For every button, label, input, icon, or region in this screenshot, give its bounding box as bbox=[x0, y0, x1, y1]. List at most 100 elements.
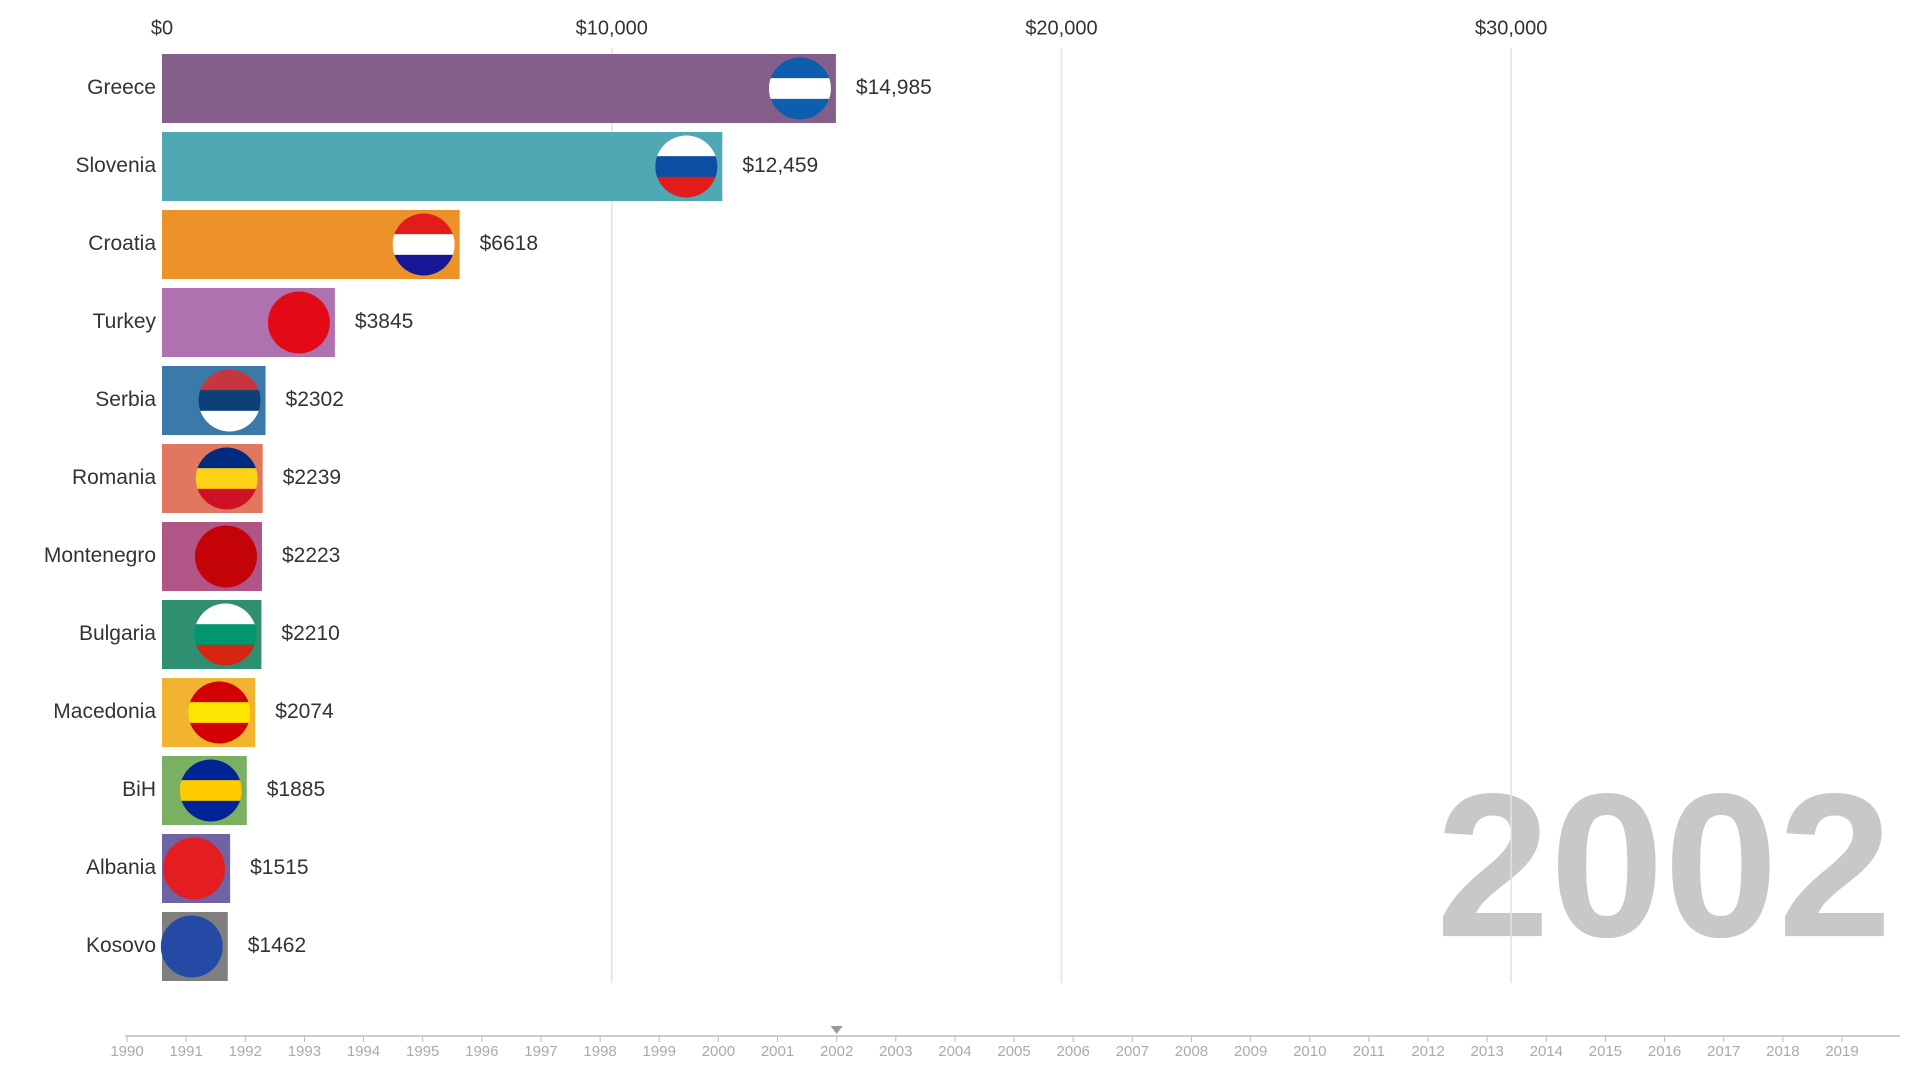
flag-stripe bbox=[655, 176, 718, 198]
y-tick-label: Romania bbox=[72, 466, 156, 489]
flag-stripe bbox=[768, 78, 831, 100]
y-tick-label: Macedonia bbox=[53, 700, 156, 723]
flag-stripe bbox=[194, 546, 257, 568]
flag-stripe bbox=[392, 234, 455, 256]
timeline-label: 2015 bbox=[1589, 1043, 1622, 1060]
timeline-label: 1999 bbox=[643, 1043, 676, 1060]
bar bbox=[162, 132, 723, 201]
y-tick-label: Greece bbox=[87, 76, 156, 99]
flag bbox=[160, 915, 223, 978]
timeline-label: 2014 bbox=[1530, 1043, 1563, 1060]
flag-stripe bbox=[194, 525, 257, 548]
timeline-label: 2002 bbox=[820, 1043, 853, 1060]
timeline-label: 1991 bbox=[169, 1043, 202, 1060]
flag-stripe bbox=[392, 254, 455, 276]
y-tick-label: Kosovo bbox=[86, 934, 156, 957]
timeline-label: 1996 bbox=[465, 1043, 498, 1060]
flag-stripe bbox=[179, 759, 242, 782]
flag-stripe bbox=[188, 681, 251, 704]
y-tick-label: Bulgaria bbox=[79, 622, 156, 645]
flag-stripe bbox=[195, 447, 258, 470]
flag-stripe bbox=[768, 98, 831, 120]
timeline-label: 2000 bbox=[702, 1043, 735, 1060]
timeline-label: 1995 bbox=[406, 1043, 439, 1060]
x-tick-label: $0 bbox=[151, 17, 173, 39]
timeline-label: 2011 bbox=[1353, 1043, 1385, 1060]
flag bbox=[768, 57, 831, 120]
flag-stripe bbox=[195, 468, 258, 490]
flag-stripe bbox=[179, 800, 242, 822]
timeline-label: 1993 bbox=[288, 1043, 321, 1060]
timeline-label: 2005 bbox=[997, 1043, 1030, 1060]
timeline-label: 2010 bbox=[1293, 1043, 1326, 1060]
flag-stripe bbox=[160, 956, 223, 978]
timeline-label: 2008 bbox=[1175, 1043, 1208, 1060]
flag bbox=[198, 369, 261, 432]
y-tick-label: BiH bbox=[122, 778, 156, 801]
flag bbox=[194, 603, 257, 666]
timeline-label: 2018 bbox=[1766, 1043, 1799, 1060]
bar bbox=[162, 54, 836, 123]
timeline-label: 2009 bbox=[1234, 1043, 1267, 1060]
flag bbox=[655, 135, 718, 198]
timeline-label: 2003 bbox=[879, 1043, 912, 1060]
flag-stripe bbox=[392, 213, 455, 236]
flag-stripe bbox=[655, 135, 718, 158]
year-label: 2002 bbox=[1436, 751, 1892, 980]
timeline-label: 2001 bbox=[761, 1043, 794, 1060]
timeline-label: 1998 bbox=[583, 1043, 616, 1060]
y-tick-label: Croatia bbox=[88, 232, 156, 255]
flag-stripe bbox=[267, 291, 330, 314]
value-label: $2074 bbox=[275, 700, 334, 723]
flag bbox=[163, 837, 226, 900]
timeline-label: 2017 bbox=[1707, 1043, 1740, 1060]
timeline-label: 2013 bbox=[1470, 1043, 1503, 1060]
timeline-label: 2004 bbox=[938, 1043, 971, 1060]
y-tick-label: Serbia bbox=[95, 388, 156, 411]
timeline-label: 2012 bbox=[1411, 1043, 1444, 1060]
timeline-label: 2007 bbox=[1116, 1043, 1149, 1060]
flag-stripe bbox=[195, 488, 258, 510]
flag-stripe bbox=[194, 566, 257, 588]
flag-stripe bbox=[179, 780, 242, 802]
flag-stripe bbox=[198, 390, 261, 412]
flag-stripe bbox=[267, 332, 330, 354]
x-tick-label: $30,000 bbox=[1475, 17, 1547, 39]
flag bbox=[194, 525, 257, 588]
value-label: $6618 bbox=[480, 232, 538, 255]
value-label: $2223 bbox=[282, 544, 340, 567]
flag-stripe bbox=[188, 722, 251, 744]
value-label: $1462 bbox=[248, 934, 306, 957]
timeline-label: 1997 bbox=[524, 1043, 557, 1060]
flag-stripe bbox=[194, 624, 257, 646]
timeline-label: 2016 bbox=[1648, 1043, 1681, 1060]
value-label: $2239 bbox=[283, 466, 341, 489]
flag bbox=[392, 213, 455, 276]
value-label: $2210 bbox=[281, 622, 339, 645]
y-tick-label: Turkey bbox=[93, 310, 157, 333]
timeline-label: 1994 bbox=[347, 1043, 380, 1060]
flag-stripe bbox=[163, 837, 226, 860]
timeline-label: 2019 bbox=[1825, 1043, 1858, 1060]
flag bbox=[188, 681, 251, 744]
flag-stripe bbox=[198, 369, 261, 392]
flag-stripe bbox=[194, 603, 257, 626]
value-label: $1885 bbox=[267, 778, 325, 801]
timeline-label: 1990 bbox=[110, 1043, 143, 1060]
value-label: $1515 bbox=[250, 856, 308, 879]
flag bbox=[179, 759, 242, 822]
x-tick-label: $10,000 bbox=[576, 17, 648, 39]
flag-stripe bbox=[267, 312, 330, 334]
value-label: $12,459 bbox=[742, 154, 818, 177]
flag-stripe bbox=[198, 410, 261, 432]
y-tick-label: Albania bbox=[86, 856, 156, 879]
x-tick-label: $20,000 bbox=[1025, 17, 1097, 39]
flag bbox=[195, 447, 258, 510]
grid bbox=[610, 48, 1512, 983]
flag bbox=[267, 291, 330, 354]
timeline-label: 2006 bbox=[1057, 1043, 1090, 1060]
flag-stripe bbox=[160, 915, 223, 938]
flag-stripe bbox=[194, 644, 257, 666]
flag-stripe bbox=[163, 878, 226, 900]
